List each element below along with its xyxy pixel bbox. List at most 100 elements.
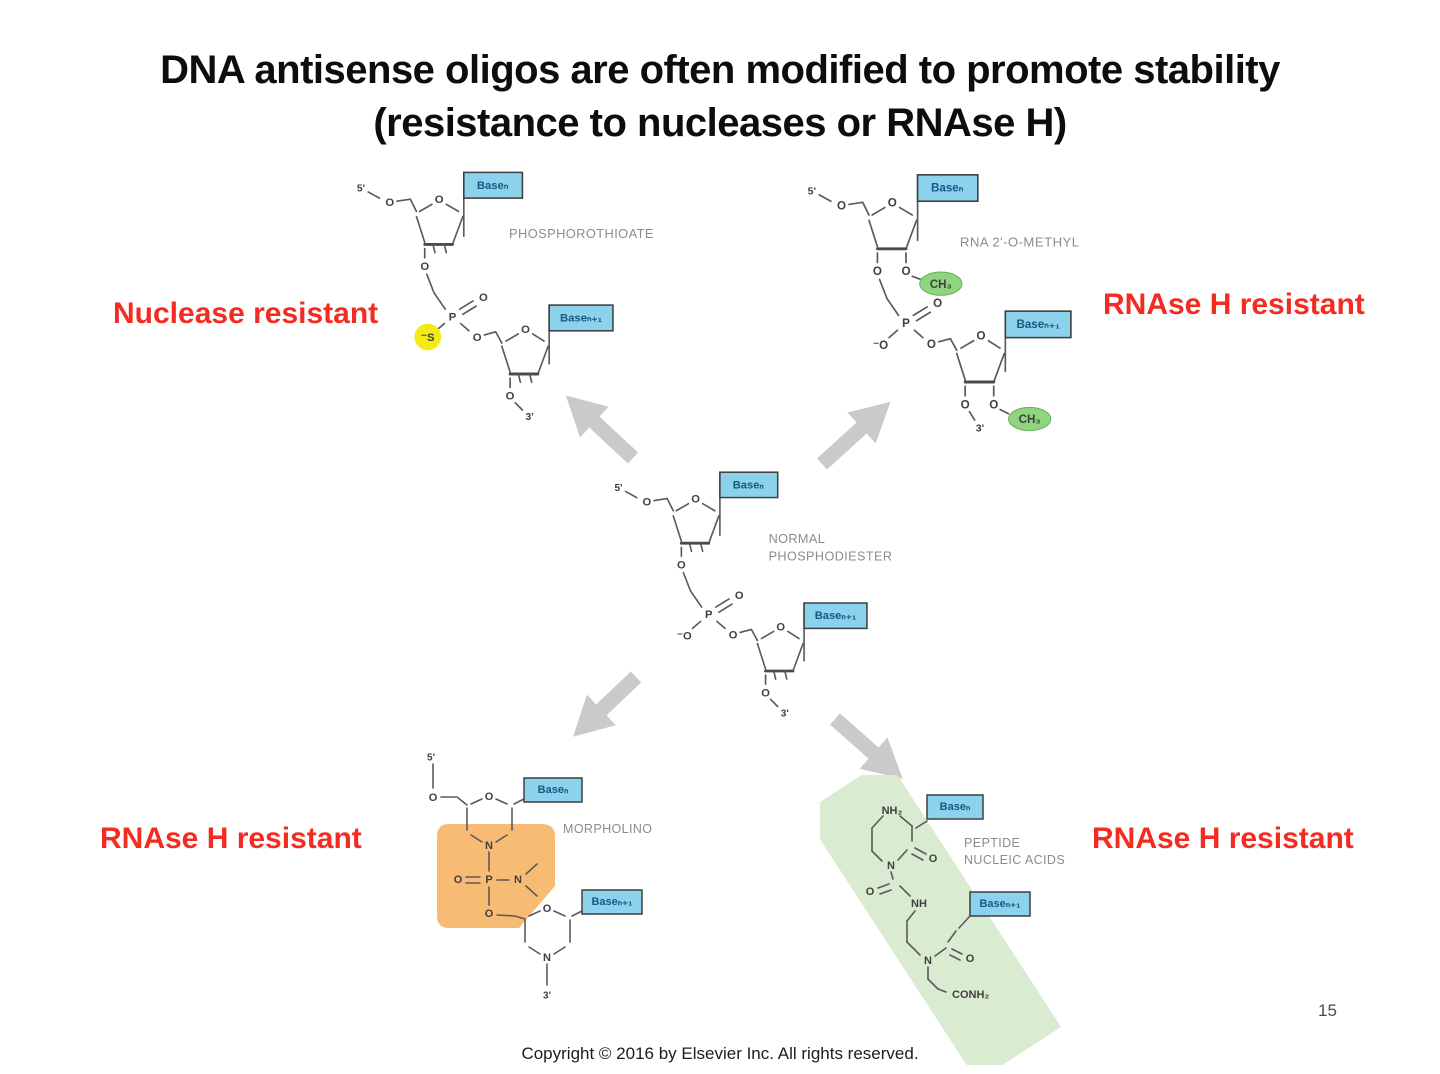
atom-2prime-o: O	[901, 265, 910, 278]
atom-o: O	[837, 200, 846, 213]
atom-o: O	[429, 792, 438, 804]
base-n-box	[719, 471, 779, 499]
atom-p: P	[902, 317, 910, 330]
base-n1-box	[581, 889, 643, 915]
atom-o: O	[929, 853, 938, 865]
structure-rna-2-o-methyl: 5' O O O O P O ⁻O O O	[808, 173, 1080, 434]
atom-ring-o: O	[691, 494, 700, 506]
atom-p: P	[449, 311, 457, 323]
atom-o: O	[966, 953, 975, 965]
atom-ring-o: O	[888, 196, 897, 209]
atom-n: N	[887, 860, 895, 872]
base-n-box	[463, 171, 524, 199]
atom-ring-n: N	[485, 840, 493, 852]
structure-morpholino: 5' O O N P O N O O	[427, 753, 652, 1002]
slide-title-line2: (resistance to nucleases or RNAse H)	[373, 101, 1067, 145]
atom-5prime: 5'	[614, 483, 622, 494]
caption-pna-line1: PEPTIDE	[964, 836, 1020, 850]
base-n1-box	[1004, 310, 1072, 339]
structure-phosphorothioate: 5' O O O P O O O	[357, 171, 654, 423]
arrow-to-rna-2-o-methyl-icon	[816, 401, 891, 470]
annotation-rnaseh-resistant-bottom-right: RNAse H resistant	[1092, 822, 1354, 855]
pna-highlight-band	[820, 775, 1062, 1065]
atom-n: N	[514, 874, 522, 886]
atom-o: O	[506, 391, 515, 403]
atom-o: O	[385, 197, 394, 209]
atom-s-minus: ⁻S	[421, 332, 435, 344]
base-n1-box	[548, 304, 614, 332]
pna-skeleton: NH₂ N O O NH N O	[866, 805, 990, 1001]
arrow-to-morpholino-icon	[573, 671, 642, 737]
methyl-highlight-upper	[919, 271, 963, 296]
morpholino-skeleton: 5' O O N P O N O O	[427, 753, 583, 1002]
atom-ring-o: O	[521, 324, 530, 336]
caption-pna-line2: NUCLEIC ACIDS	[964, 853, 1065, 867]
copyright-notice: Copyright © 2016 by Elsevier Inc. All ri…	[521, 1044, 919, 1063]
atom-o-minus: ⁻O	[873, 339, 888, 352]
atom-o: O	[961, 398, 970, 411]
base-n1-label: Baseₙ₊₁	[815, 610, 857, 622]
base-n-label: Baseₙ	[931, 182, 964, 195]
base-n-box	[916, 174, 979, 203]
caption-normal-line1: NORMAL	[769, 532, 826, 546]
atom-o: O	[927, 338, 936, 351]
atom-ring-o: O	[485, 791, 494, 803]
atom-o: O	[677, 559, 686, 571]
base-n1-box	[803, 602, 868, 630]
base-n1-label: Baseₙ₊₁	[979, 898, 1020, 910]
atom-o: O	[473, 332, 482, 344]
base-n-label: Baseₙ	[538, 784, 569, 796]
atom-3prime: 3'	[976, 422, 984, 434]
atom-o: O	[933, 297, 942, 310]
atom-3prime: 3'	[781, 708, 789, 719]
sulfur-highlight	[414, 323, 442, 351]
arrow-to-pna-icon	[830, 713, 903, 779]
atom-o: O	[761, 687, 770, 699]
atom-o: O	[735, 590, 744, 602]
atom-o: O	[454, 874, 463, 886]
phosphorothioate-skeleton: 5' O O O P O O O	[357, 171, 550, 423]
arrow-to-phosphorothioate-icon	[565, 395, 639, 464]
caption-phosphorothioate: PHOSPHOROTHIOATE	[509, 226, 654, 241]
methyl-highlight-lower	[1007, 406, 1052, 432]
atom-5prime: 5'	[357, 184, 365, 195]
caption-morpholino: MORPHOLINO	[563, 822, 652, 836]
atom-o: O	[729, 629, 738, 641]
base-n1-label: Baseₙ₊₁	[591, 896, 632, 908]
atom-n: N	[924, 955, 932, 967]
annotation-rnaseh-resistant-bottom-left: RNAse H resistant	[100, 822, 362, 855]
atom-5prime: 5'	[808, 186, 816, 198]
atom-nh: NH	[911, 898, 927, 910]
atom-2prime-o: O	[989, 398, 998, 411]
atom-ring-o: O	[977, 330, 986, 343]
structure-normal-phosphodiester: 5' O O O P O ⁻O O O	[614, 471, 892, 719]
base-n-label: Baseₙ	[733, 479, 765, 491]
base-n-label: Baseₙ	[940, 801, 971, 813]
structure-peptide-nucleic-acids: NH₂ N O O NH N O	[820, 775, 1065, 1065]
atom-ring-o: O	[776, 621, 785, 633]
base-n1-label: Baseₙ₊₁	[560, 312, 602, 324]
atom-p: P	[705, 609, 713, 621]
atom-o: O	[873, 265, 882, 278]
atom-nh2: NH₂	[882, 805, 903, 817]
base-n-label: Baseₙ	[477, 180, 509, 192]
atom-conh2: CONH₂	[952, 989, 989, 1001]
atom-ch3-upper: CH₃	[930, 278, 952, 291]
atom-3prime: 3'	[526, 412, 534, 423]
atom-3prime: 3'	[543, 991, 551, 1002]
atom-ring-o: O	[435, 194, 444, 206]
atom-o: O	[485, 908, 494, 920]
base-n-box	[926, 794, 984, 820]
normal-phosphodiester-skeleton: 5' O O O P O ⁻O O O	[614, 471, 805, 719]
annotation-nuclease-resistant: Nuclease resistant	[113, 297, 379, 330]
atom-ch3-lower: CH₃	[1019, 413, 1041, 426]
slide-title: DNA antisense oligos are often modified …	[0, 44, 1440, 150]
rna-2-o-methyl-skeleton: 5' O O O O P O ⁻O O O	[808, 173, 1010, 434]
page-number: 15	[1318, 1001, 1337, 1020]
atom-o: O	[420, 261, 429, 273]
annotation-rnaseh-resistant-top-right: RNAse H resistant	[1103, 288, 1365, 321]
atom-ring-o: O	[543, 903, 552, 915]
caption-rna-2-o-methyl: RNA 2'-O-METHYL	[960, 235, 1080, 250]
